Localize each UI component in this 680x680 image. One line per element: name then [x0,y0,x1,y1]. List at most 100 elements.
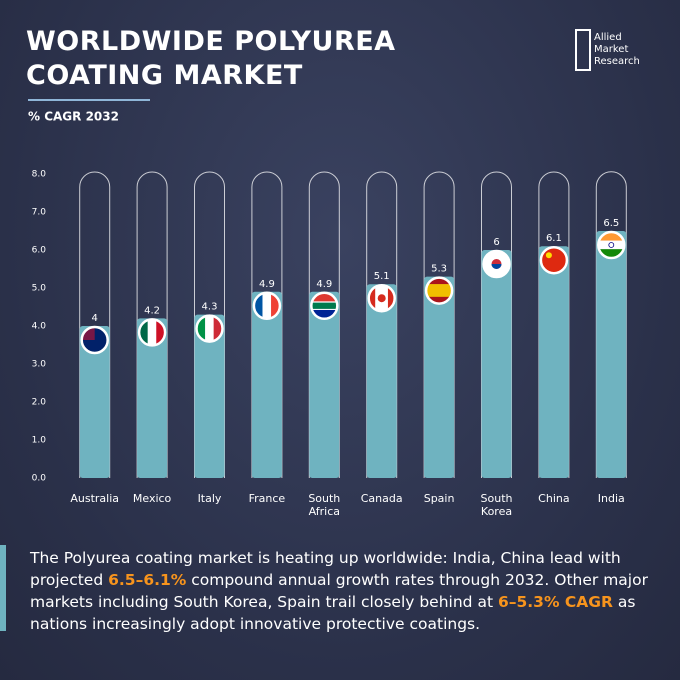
highlight: 6–5.3% CAGR [497,593,613,611]
highlight: 6.5–6.1% [108,571,187,589]
text-run: compound annual growth rates through 203… [30,571,648,611]
flag-stripe [213,315,223,342]
flag-border [195,314,224,343]
value-label: 4.2 [144,305,160,316]
flag [311,292,338,319]
value-label: 4.9 [259,279,275,290]
title: COATING MARKET [26,60,303,91]
flag-detail [545,252,552,259]
value-label: 6 [493,237,499,248]
text-run: The Polyurea coating market is heating u… [30,549,621,589]
flag-stripe [205,315,214,342]
flag [139,319,166,346]
bar-track [79,171,111,478]
flag-border [482,249,511,279]
flag-stripe [147,319,157,346]
value-label: 5.1 [374,271,390,282]
bar [309,291,340,478]
flag-stripe [387,285,395,312]
flag-stripe [253,292,263,319]
bar-track [251,171,283,478]
y-tick-label: 0.0 [32,474,47,484]
bar [424,276,455,478]
flag-stripe [196,315,206,342]
bar [194,314,225,478]
flag-border [597,230,626,260]
value-label: 4.9 [316,279,332,290]
flag-border [252,291,282,321]
flag-border [310,291,339,321]
bar-track [194,171,225,478]
flag-detail [491,264,502,269]
value-label: 5.3 [431,264,447,275]
logo: Allied Market Research [575,29,640,71]
flag-stripe [271,292,280,319]
bar [137,318,168,478]
text-run: as nations increasingly adopt innovative… [30,593,636,633]
x-tick-label: China [538,492,570,505]
flag [598,232,625,258]
flag-border [539,245,569,275]
bar-track [481,171,512,478]
bar [481,250,512,478]
y-tick-label: 2.0 [32,398,47,408]
flag-stripe [156,319,166,346]
flag-border [80,325,109,355]
logo-text: Allied [594,32,622,43]
bar-track [423,171,455,478]
flag-stripe [598,249,625,258]
flag-stripe [311,308,338,311]
flag [368,285,395,312]
y-tick-label: 1.0 [32,436,47,446]
flag-stripe [311,301,338,303]
flag-border [424,276,454,305]
accent-bar [0,545,6,631]
title: WORLDWIDE POLYUREA [26,26,396,57]
logo-text: Research [594,56,640,67]
bar-track [538,171,570,478]
bar [79,326,110,478]
flag-stripe [426,277,453,285]
flag-stripe [426,284,453,298]
bar-track [595,171,627,478]
flag-stripe [311,309,338,319]
flag-border [367,283,396,313]
bar-track [308,171,340,478]
x-tick-label: France [248,492,286,505]
description: The Polyurea coating market is heating u… [30,547,660,635]
flag-stripe [426,296,453,304]
flag-stripe [139,319,148,346]
value-label: 4 [92,313,98,324]
x-tick-label: Spain [423,492,455,505]
value-label: 6.1 [546,233,562,244]
y-tick-label: 8.0 [32,170,47,180]
flag-stripe [311,292,338,302]
flag-detail [377,294,386,303]
y-tick-label: 3.0 [32,360,47,370]
x-tick-label: Mexico [132,492,172,505]
flag-detail [608,242,615,248]
value-label: 6.5 [603,218,619,229]
x-tick-label: India [597,492,625,505]
bar-track [366,171,398,478]
bar-track [136,171,168,478]
flag-border [137,318,167,347]
y-tick-label: 7.0 [32,208,47,218]
flag-stripe [598,240,625,250]
x-tick-label: South Africa [308,492,341,518]
y-tick-label: 6.0 [32,246,47,256]
subtitle: % CAGR 2032 [28,110,119,124]
y-tick-label: 5.0 [32,284,47,294]
y-tick-label: 4.0 [32,322,47,332]
bar [251,291,282,478]
flag-stripe [598,232,625,241]
flag-stripe [262,292,272,319]
logo-icon [575,29,591,71]
x-tick-label: South Korea [480,492,513,518]
x-tick-label: Italy [197,492,222,505]
bar [366,284,397,478]
x-tick-label: Canada [360,492,403,505]
logo-text: Market [594,44,628,55]
